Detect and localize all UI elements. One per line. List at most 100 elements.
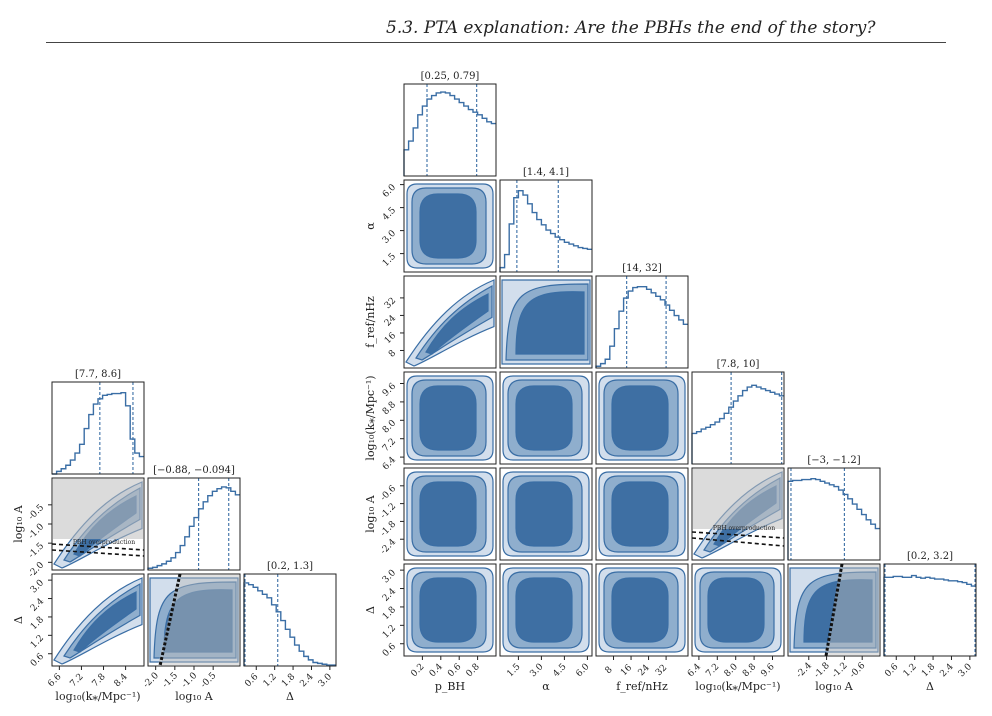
panel-left-0-0 xyxy=(51,381,145,475)
ytick-label-right-1-0: 1.5 xyxy=(381,251,398,268)
overproduction-line-e xyxy=(691,537,785,547)
xtick-label-right-0-1: 0.4 xyxy=(428,662,445,679)
panel-left-1-1 xyxy=(147,477,241,571)
xlabel-right-3: log₁₀(k⁎/Mpc⁻¹) xyxy=(695,680,780,693)
xtick-label-right-3-0: 6.4 xyxy=(686,662,703,679)
xlabel-right-4: log₁₀ A xyxy=(815,680,853,693)
panel-frame-right-0-0 xyxy=(403,83,497,177)
ytick-label-right-2-2: 24 xyxy=(383,313,398,328)
panel-frame-right-4-3 xyxy=(691,467,785,561)
contour-inner-right-3-0 xyxy=(419,385,477,451)
ci-title-right-4: [−3, −1.2] xyxy=(807,455,860,466)
ytick-label-left-2-4: 3.0 xyxy=(29,578,46,595)
xtick-label-right-2-1: 16 xyxy=(619,663,634,678)
xtick-label-right-0-2: 0.6 xyxy=(446,662,463,679)
panel-frame-right-2-2 xyxy=(595,275,689,369)
excluded-region-left-2 xyxy=(158,575,239,665)
panel-right-5-5 xyxy=(883,563,977,657)
ci-title-right-1: [1.4, 4.1] xyxy=(523,167,569,178)
histogram-right-2 xyxy=(595,286,688,368)
contour-inner-right-3-1 xyxy=(515,385,573,451)
xlabel-right-5: Δ xyxy=(926,680,934,693)
ci-title-right-3: [7.8, 10] xyxy=(717,359,760,370)
contour-inner-right-1-0 xyxy=(419,193,477,259)
panel-frame-right-3-1 xyxy=(499,371,593,465)
xtick-label-right-3-4: 9.6 xyxy=(759,662,776,679)
panel-right-5-2 xyxy=(595,563,689,657)
ytick-label-right-4-3: -0.6 xyxy=(379,484,399,504)
ytick-label-left-1-1: -1.5 xyxy=(27,541,47,561)
overproduction-line-b xyxy=(51,549,145,557)
panel-frame-left-2-2 xyxy=(243,573,337,667)
excluded-region-right xyxy=(693,469,783,529)
ylabel-right-1: α xyxy=(364,222,377,230)
histogram-left-2 xyxy=(243,582,336,666)
ytick-label-right-5-1: 1.2 xyxy=(381,623,398,640)
histogram-right-0 xyxy=(403,91,496,176)
ytick-label-left-1-3: -0.5 xyxy=(27,503,47,523)
contour-inner-left-2-0 xyxy=(73,591,137,653)
panel-frame-left-2-0 xyxy=(51,573,145,667)
xtick-label-right-3-2: 8.0 xyxy=(723,662,740,679)
pbh-overproduction-left: PBH overproduction xyxy=(51,479,145,557)
xtick-label-right-1-0: 1.5 xyxy=(505,662,522,679)
ytick-label-right-4-0: -2.4 xyxy=(379,537,399,557)
xlabel-left-0: log₁₀(k⁎/Mpc⁻¹) xyxy=(55,690,140,703)
xtick-label-right-4-2: -1.2 xyxy=(830,661,849,680)
panel-frame-right-5-3 xyxy=(691,563,785,657)
xtick-label-right-4-0: -2.4 xyxy=(795,661,815,681)
panel-right-1-0 xyxy=(403,179,497,273)
ytick-label-right-5-4: 3.0 xyxy=(381,568,398,585)
xtick-label-left-2-3: 2.4 xyxy=(298,672,315,689)
panel-frame-right-1-1 xyxy=(499,179,593,273)
xtick-label-left-2-0: 0.6 xyxy=(243,672,260,689)
xtick-label-left-1-3: -0.5 xyxy=(199,671,219,691)
panel-right-2-0 xyxy=(403,275,497,369)
panel-right-3-1 xyxy=(499,371,593,465)
xtick-label-left-0-0: 6.6 xyxy=(46,672,63,689)
panel-frame-right-5-1 xyxy=(499,563,593,657)
xtick-label-left-2-1: 1.2 xyxy=(262,672,279,689)
ci-title-right-2: [14, 32] xyxy=(622,263,662,274)
xtick-label-right-0-0: 0.2 xyxy=(409,662,426,679)
xtick-label-right-5-4: 3.0 xyxy=(957,662,974,679)
ytick-label-right-1-1: 3.0 xyxy=(381,228,398,245)
xtick-label-right-2-0: 8 xyxy=(604,665,615,676)
pbh-overproduction-left-2 xyxy=(158,573,239,667)
ci-title-left-0: [7.7, 8.6] xyxy=(75,369,121,380)
ytick-label-right-2-1: 16 xyxy=(383,331,398,346)
panel-frame-left-0-0 xyxy=(51,381,145,475)
ytick-label-right-5-3: 2.4 xyxy=(381,586,398,603)
left-corner-plot: [7.7, 8.6] [−0.88, −0.094] [0.2, 1.3] 6.6 7.… xyxy=(12,369,337,703)
panel-right-3-0 xyxy=(403,371,497,465)
contour-inner-right-4-2 xyxy=(611,481,669,547)
xtick-label-right-5-1: 1.2 xyxy=(902,662,919,679)
xlabel-right-0: p_BH xyxy=(435,680,465,693)
xtick-label-right-5-2: 1.8 xyxy=(920,662,937,679)
xtick-label-right-1-3: 6.0 xyxy=(574,662,591,679)
panel-frame-right-4-4 xyxy=(787,467,881,561)
xtick-label-left-0-3: 8.4 xyxy=(113,672,130,689)
xtick-label-left-0-2: 7.8 xyxy=(91,672,108,689)
contour-inner-right-3-2 xyxy=(611,385,669,451)
panel-left-2-0 xyxy=(51,573,145,667)
ytick-label-left-2-1: 1.2 xyxy=(29,633,46,650)
xlabel-right-2: f_ref/nHz xyxy=(616,680,668,693)
panel-frame-right-1-0 xyxy=(403,179,497,273)
panel-frame-right-3-2 xyxy=(595,371,689,465)
xtick-label-right-4-3: -0.6 xyxy=(848,661,868,681)
panel-right-3-2 xyxy=(595,371,689,465)
panel-frame-right-2-0 xyxy=(403,275,497,369)
xtick-label-right-4-1: -1.8 xyxy=(812,661,832,681)
xlabel-left-2: Δ xyxy=(286,690,294,703)
excluded-region-right-2 xyxy=(826,565,879,655)
ylabel-right-5: Δ xyxy=(364,606,377,614)
contour-inner-right-5-0 xyxy=(419,577,477,643)
panel-right-5-0 xyxy=(403,563,497,657)
header-rule xyxy=(46,42,946,43)
xlabel-right-1: α xyxy=(542,680,550,693)
pbh-overproduction-right: PBH overproduction xyxy=(691,469,785,547)
xlabel-left-1: log₁₀ A xyxy=(175,690,213,703)
overproduction-line-d xyxy=(691,531,785,539)
panel-right-4-1 xyxy=(499,467,593,561)
